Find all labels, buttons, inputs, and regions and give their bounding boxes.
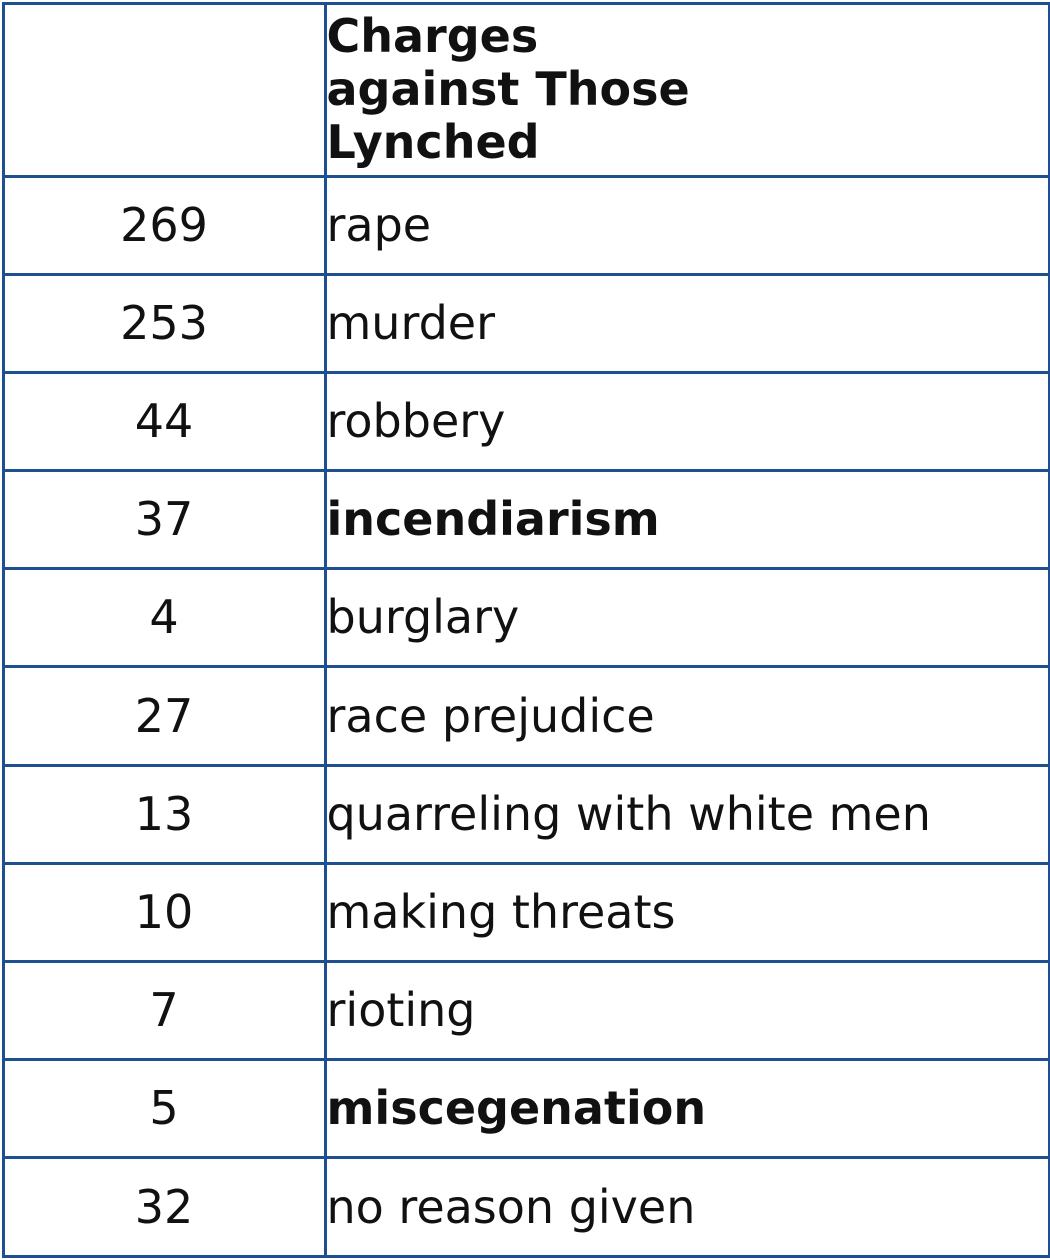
count-cell: 10: [1, 861, 327, 964]
table-row: 10 making threats: [1, 861, 1050, 964]
charge-cell: making threats: [323, 861, 1050, 964]
table-row: 253 murder: [1, 272, 1050, 374]
count-cell: 32: [1, 1156, 327, 1258]
charge-cell: quarreling with white men: [323, 763, 1050, 865]
header-charge-cell: Charges against Those Lynched: [323, 1, 1050, 178]
table-row: 7 rioting: [1, 959, 1050, 1062]
table-row: 37 incendiarism: [1, 469, 1050, 571]
charge-cell: race prejudice: [323, 665, 1050, 767]
table-row: 4 burglary: [1, 567, 1050, 669]
header-count-cell: [1, 1, 327, 178]
table-row: 5 miscegenation: [1, 1058, 1050, 1160]
charge-cell: burglary: [323, 567, 1050, 669]
charge-cell: no reason given: [323, 1156, 1050, 1258]
count-cell: 7: [1, 959, 327, 1062]
count-cell: 4: [1, 567, 327, 669]
count-cell: 37: [1, 469, 327, 571]
count-cell: 5: [1, 1058, 327, 1160]
count-cell: 44: [1, 370, 327, 473]
charge-cell: murder: [323, 272, 1050, 374]
table-row: 32 no reason given: [1, 1156, 1050, 1258]
table-row: 269 rape: [1, 174, 1050, 276]
header-charge-label: Charges against Those Lynched: [326, 9, 690, 169]
charge-cell: robbery: [323, 370, 1050, 473]
charge-cell: rioting: [323, 959, 1050, 1062]
table-row: 44 robbery: [1, 370, 1050, 473]
table-row: 13 quarreling with white men: [1, 763, 1050, 865]
charge-cell: rape: [323, 174, 1050, 276]
count-cell: 269: [1, 174, 327, 276]
charge-cell: incendiarism: [323, 469, 1050, 571]
charge-cell: miscegenation: [323, 1058, 1050, 1160]
count-cell: 253: [1, 272, 327, 374]
table-header-row: Charges against Those Lynched: [1, 1, 1050, 178]
count-cell: 13: [1, 763, 327, 865]
table-row: 27 race prejudice: [1, 665, 1050, 767]
count-cell: 27: [1, 665, 327, 767]
